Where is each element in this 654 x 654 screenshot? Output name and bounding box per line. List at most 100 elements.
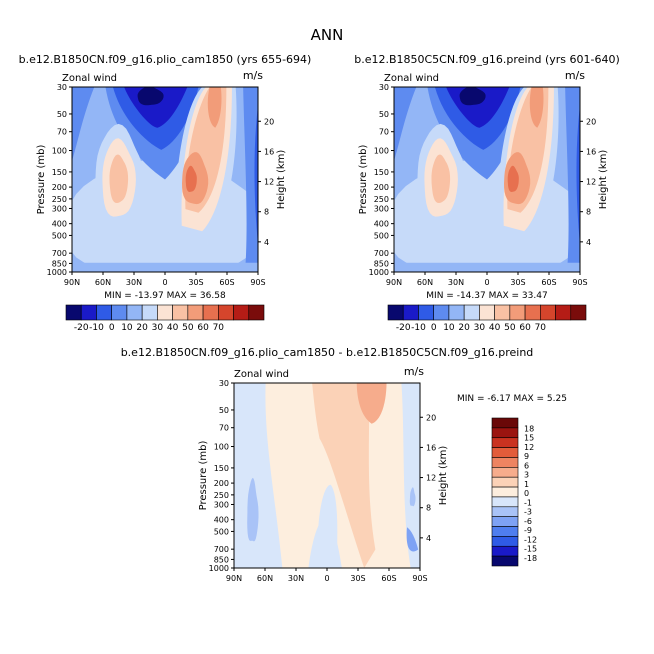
y-tick-label: 100: [214, 443, 229, 452]
x-tick-label: 30S: [510, 278, 525, 287]
colorbar-label: 0: [109, 323, 115, 333]
contour-band: [254, 105, 258, 245]
contour-band: [72, 262, 258, 272]
colorbar-label: 60: [519, 323, 531, 333]
y2-tick-label: 20: [264, 117, 274, 126]
plots-layer: 3050701001502002503004005007008501000201…: [19, 53, 620, 583]
contour-band: [356, 383, 387, 424]
colorbar-label: 70: [213, 323, 225, 333]
colorbar-swatch: [202, 304, 219, 321]
colorbar-label: -12: [524, 535, 537, 544]
y-tick-label: 100: [374, 147, 389, 156]
y-tick-label: 50: [219, 406, 229, 415]
contour-fills: [72, 87, 258, 272]
colorbar-swatch: [540, 304, 556, 321]
colorbar-swatch: [96, 304, 112, 321]
stats-text: MIN = -13.97 MAX = 36.58: [104, 291, 226, 301]
y-tick-label: 850: [214, 555, 229, 564]
y2-axis-label: Height (km): [438, 446, 449, 506]
colorbar-label: 0: [524, 489, 529, 498]
contour-band: [312, 383, 376, 568]
contour-band: [72, 87, 95, 161]
colorbar-swatch: [172, 304, 189, 321]
colorbar-swatch: [491, 427, 519, 439]
colorbar-label: -10: [89, 323, 104, 333]
stats-text: MIN = -6.17 MAX = 5.25: [457, 394, 567, 404]
colorbar-label: 10: [121, 323, 133, 333]
colorbar-swatch: [448, 304, 465, 321]
colorbar-label: 18: [524, 424, 534, 433]
y-tick-label: 50: [57, 110, 67, 119]
y2-tick-label: 12: [586, 178, 596, 187]
colorbar-swatch: [491, 417, 519, 429]
colorbar-swatch: [141, 304, 158, 321]
colorbar-swatch: [187, 304, 204, 321]
colorbar-swatch: [524, 304, 541, 321]
y2-axis-label: Height (km): [598, 150, 609, 210]
x-tick-label: 60S: [381, 574, 396, 583]
colorbar-label: 20: [136, 323, 148, 333]
contour-band: [394, 262, 580, 272]
y-tick-label: 200: [52, 183, 67, 192]
colorbar-swatch: [570, 304, 587, 321]
y-axis-label: Pressure (mb): [198, 441, 209, 511]
colorbar-label: 20: [458, 323, 470, 333]
y-tick-label: 200: [214, 479, 229, 488]
x-tick-label: 0: [162, 278, 167, 287]
colorbar-swatch: [491, 496, 519, 508]
y2-tick-label: 20: [586, 117, 596, 126]
x-tick-label: 30N: [126, 278, 142, 287]
colorbar-label: -1: [524, 498, 532, 507]
wind-panel-2: 3050701001502002503004005007008501000201…: [354, 53, 620, 333]
y-tick-label: 1000: [369, 268, 389, 277]
colorbar-swatch: [491, 447, 519, 458]
colorbar: -20 -10 0 10 20 30 40 50 60 70: [387, 304, 587, 333]
y-tick-label: 500: [214, 527, 229, 536]
colorbar-swatch: [248, 304, 265, 321]
contour-band: [243, 87, 258, 272]
colorbar-label: 1: [524, 480, 529, 489]
y2-tick-label: 16: [586, 147, 596, 156]
x-tick-label: 90N: [64, 278, 80, 287]
colorbar-label: -3: [524, 508, 532, 517]
colorbar-swatch: [491, 457, 519, 468]
colorbar-swatch: [111, 304, 128, 321]
contour-band: [406, 527, 419, 552]
y-tick-label: 700: [374, 249, 389, 258]
contour-band: [394, 87, 417, 161]
colorbar-swatch: [491, 437, 519, 448]
colorbar-swatch: [218, 304, 234, 321]
contour-band: [409, 487, 416, 507]
panel-title: b.e12.B1850C5CN.f09_g16.preind (yrs 601-…: [354, 53, 620, 66]
y-tick-label: 400: [374, 220, 389, 229]
contour-band: [507, 165, 519, 192]
y-tick-label: 70: [219, 424, 229, 433]
y-tick-label: 200: [374, 183, 389, 192]
colorbar-label: 40: [489, 323, 501, 333]
colorbar-swatch: [433, 304, 450, 321]
y-tick-label: 700: [214, 545, 229, 554]
y-tick-label: 150: [214, 464, 229, 473]
colorbar-label: -15: [524, 545, 537, 554]
y-tick-label: 300: [214, 500, 229, 509]
y-tick-label: 850: [52, 259, 67, 268]
colorbar-swatch: [491, 526, 519, 537]
stats-text: MIN = -14.37 MAX = 33.47: [426, 291, 547, 301]
x-tick-label: 30S: [188, 278, 203, 287]
contour-band: [576, 105, 580, 245]
x-tick-label: 60N: [95, 278, 111, 287]
colorbar-label: -10: [411, 323, 426, 333]
y2-tick-label: 8: [264, 208, 269, 217]
y-tick-label: 850: [374, 259, 389, 268]
y-tick-label: 500: [374, 231, 389, 240]
colorbar-label: 10: [443, 323, 455, 333]
colorbar-label: 50: [504, 323, 516, 333]
colorbar-label: -6: [524, 517, 532, 526]
panel-title: b.e12.B1850CN.f09_g16.plio_cam1850 (yrs …: [19, 53, 312, 66]
colorbar-label: 70: [535, 323, 547, 333]
variable-label: Zonal wind: [384, 73, 439, 84]
contour-band: [317, 484, 338, 568]
y2-tick-label: 16: [264, 147, 274, 156]
colorbar-swatch: [555, 304, 572, 321]
